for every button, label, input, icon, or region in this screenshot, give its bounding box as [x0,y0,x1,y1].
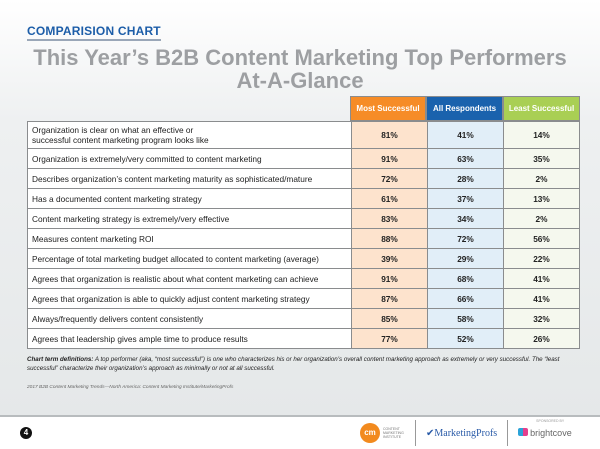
row-label: Always/frequently delivers content consi… [27,308,352,329]
comparison-table: Organization is clear on what an effecti… [27,121,580,349]
row-label: Organization is clear on what an effecti… [27,121,352,149]
value-cell: 28% [427,168,504,189]
table-row: Percentage of total marketing budget all… [27,248,580,269]
value-cell: 2% [503,168,580,189]
value-cell: 77% [351,328,428,349]
value-cell: 52% [427,328,504,349]
definitions-text: A top performer (aka, “most successful”)… [27,356,560,372]
table-row: Agrees that organization is realistic ab… [27,268,580,289]
section-kicker: COMPARISION CHART [27,24,161,41]
row-label: Agrees that leadership gives ample time … [27,328,352,349]
value-cell: 66% [427,288,504,309]
row-label: Has a documented content marketing strat… [27,188,352,209]
value-cell: 41% [427,121,504,149]
value-cell: 32% [503,308,580,329]
table-row: Always/frequently delivers content consi… [27,308,580,329]
value-cell: 39% [351,248,428,269]
value-cell: 85% [351,308,428,329]
value-cell: 61% [351,188,428,209]
value-cell: 58% [427,308,504,329]
row-label: Content marketing strategy is extremely/… [27,208,352,229]
value-cell: 72% [351,168,428,189]
row-label: Percentage of total marketing budget all… [27,248,352,269]
value-cell: 14% [503,121,580,149]
value-cell: 2% [503,208,580,229]
table-row: Organization is clear on what an effecti… [27,121,580,149]
row-label: Agrees that organization is able to quic… [27,288,352,309]
footer-logos: cm CONTENT MARKETING INSTITUTE ✔Marketin… [360,418,572,448]
value-cell: 91% [351,268,428,289]
value-cell: 35% [503,148,580,169]
brightcove-logo: SPONSORED BY brightcove [518,419,572,438]
column-header-least-successful: Least Successful [503,96,580,121]
value-cell: 87% [351,288,428,309]
value-cell: 29% [427,248,504,269]
title-line-1: This Year’s B2B Content Marketing Top Pe… [33,45,567,70]
table-row: Agrees that organization is able to quic… [27,288,580,309]
marketingprofs-logo: ✔MarketingProfs [426,427,498,439]
table-row: Content marketing strategy is extremely/… [27,208,580,229]
value-cell: 37% [427,188,504,209]
value-cell: 22% [503,248,580,269]
sponsored-by-label: SPONSORED BY [536,419,565,423]
table-row: Organization is extremely/very committed… [27,148,580,169]
brightcove-icon [518,428,529,436]
brightcove-text: brightcove [530,428,572,438]
page-number: 4 [20,427,32,439]
value-cell: 83% [351,208,428,229]
title-line-2: At-A-Glance [236,68,364,93]
value-cell: 63% [427,148,504,169]
slide: COMPARISION CHART This Year’s B2B Conten… [0,0,600,417]
value-cell: 26% [503,328,580,349]
cmi-logo: cm [360,423,380,443]
value-cell: 88% [351,228,428,249]
table-row: Measures content marketing ROI 88% 72% 56% [27,228,580,249]
chart-definitions: Chart term definitions: A top performer … [27,355,587,373]
value-cell: 68% [427,268,504,289]
page-title: This Year’s B2B Content Marketing Top Pe… [0,46,600,92]
column-header-most-successful: Most Successful [350,96,426,121]
value-cell: 13% [503,188,580,209]
row-label: Agrees that organization is realistic ab… [27,268,352,289]
table-row: Agrees that leadership gives ample time … [27,328,580,349]
row-label: Organization is extremely/very committed… [27,148,352,169]
value-cell: 56% [503,228,580,249]
row-label: Measures content marketing ROI [27,228,352,249]
divider [507,420,509,446]
value-cell: 91% [351,148,428,169]
cmi-logo-text: CONTENT MARKETING INSTITUTE [383,427,404,439]
divider [415,420,416,446]
value-cell: 41% [503,288,580,309]
column-header-all-respondents: All Respondents [426,96,503,121]
value-cell: 34% [427,208,504,229]
value-cell: 41% [503,268,580,289]
value-cell: 81% [351,121,428,149]
marketingprofs-text: MarketingProfs [434,427,498,439]
definitions-label: Chart term definitions: [27,356,94,363]
value-cell: 72% [427,228,504,249]
row-label: Describes organization’s content marketi… [27,168,352,189]
table-row: Has a documented content marketing strat… [27,188,580,209]
source-note: 2017 B2B Content Marketing Trends—North … [27,385,234,390]
table-row: Describes organization’s content marketi… [27,168,580,189]
